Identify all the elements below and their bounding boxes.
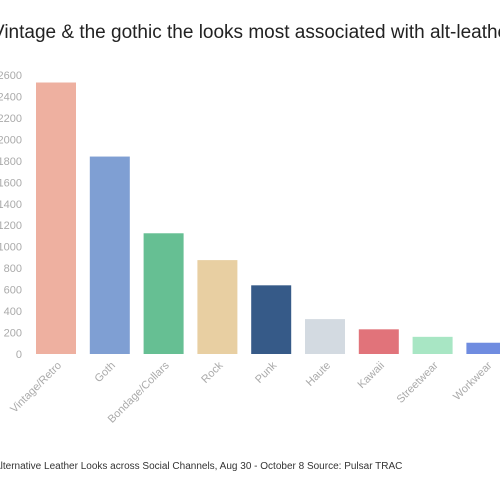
y-tick-label: 1600: [0, 177, 22, 189]
bar-punk: [251, 285, 292, 354]
bar-kawaii: [358, 329, 399, 354]
x-tick-label: Workwear: [451, 359, 495, 403]
bars: [36, 82, 500, 354]
x-tick-label: Vintage/Retro: [8, 360, 64, 416]
bar-vintage-retro: [36, 82, 76, 354]
y-tick-label: 0: [16, 349, 22, 361]
y-tick-label: 1800: [0, 156, 22, 168]
x-tick-label: Haute: [304, 360, 333, 389]
bar-bondage-collars: [143, 233, 184, 354]
x-tick-label: Kawaii: [356, 360, 387, 391]
chart-title: Vintage & the gothic the looks most asso…: [0, 22, 500, 43]
y-tick-label: 1400: [0, 199, 22, 211]
y-tick-label: 2600: [0, 70, 22, 82]
x-tick-label: Goth: [93, 360, 118, 385]
y-tick-label: 200: [4, 328, 22, 340]
bar-streetwear: [412, 336, 453, 354]
y-tick-label: 1000: [0, 242, 22, 254]
y-tick-label: 1200: [0, 220, 22, 232]
y-tick-label: 2200: [0, 113, 22, 125]
x-tick-label: Streetwear: [395, 359, 441, 405]
bar-workwear: [466, 342, 500, 354]
y-tick-label: 2400: [0, 91, 22, 103]
y-tick-label: 400: [4, 306, 22, 318]
bar-rock: [197, 260, 238, 354]
x-tick-label: Punk: [253, 359, 280, 386]
bar-haute: [305, 319, 345, 354]
y-tick-label: 600: [4, 285, 22, 297]
chart-source-note: Alternative Leather Looks across Social …: [0, 461, 403, 472]
y-tick-label: 2000: [0, 134, 22, 146]
bar-goth: [89, 156, 130, 354]
y-tick-label: 800: [4, 263, 22, 275]
x-tick-label: Rock: [199, 359, 226, 386]
y-axis: 0 200 400 600 800 1000 1200 1400 1600 1800 2000 220…: [0, 70, 22, 361]
